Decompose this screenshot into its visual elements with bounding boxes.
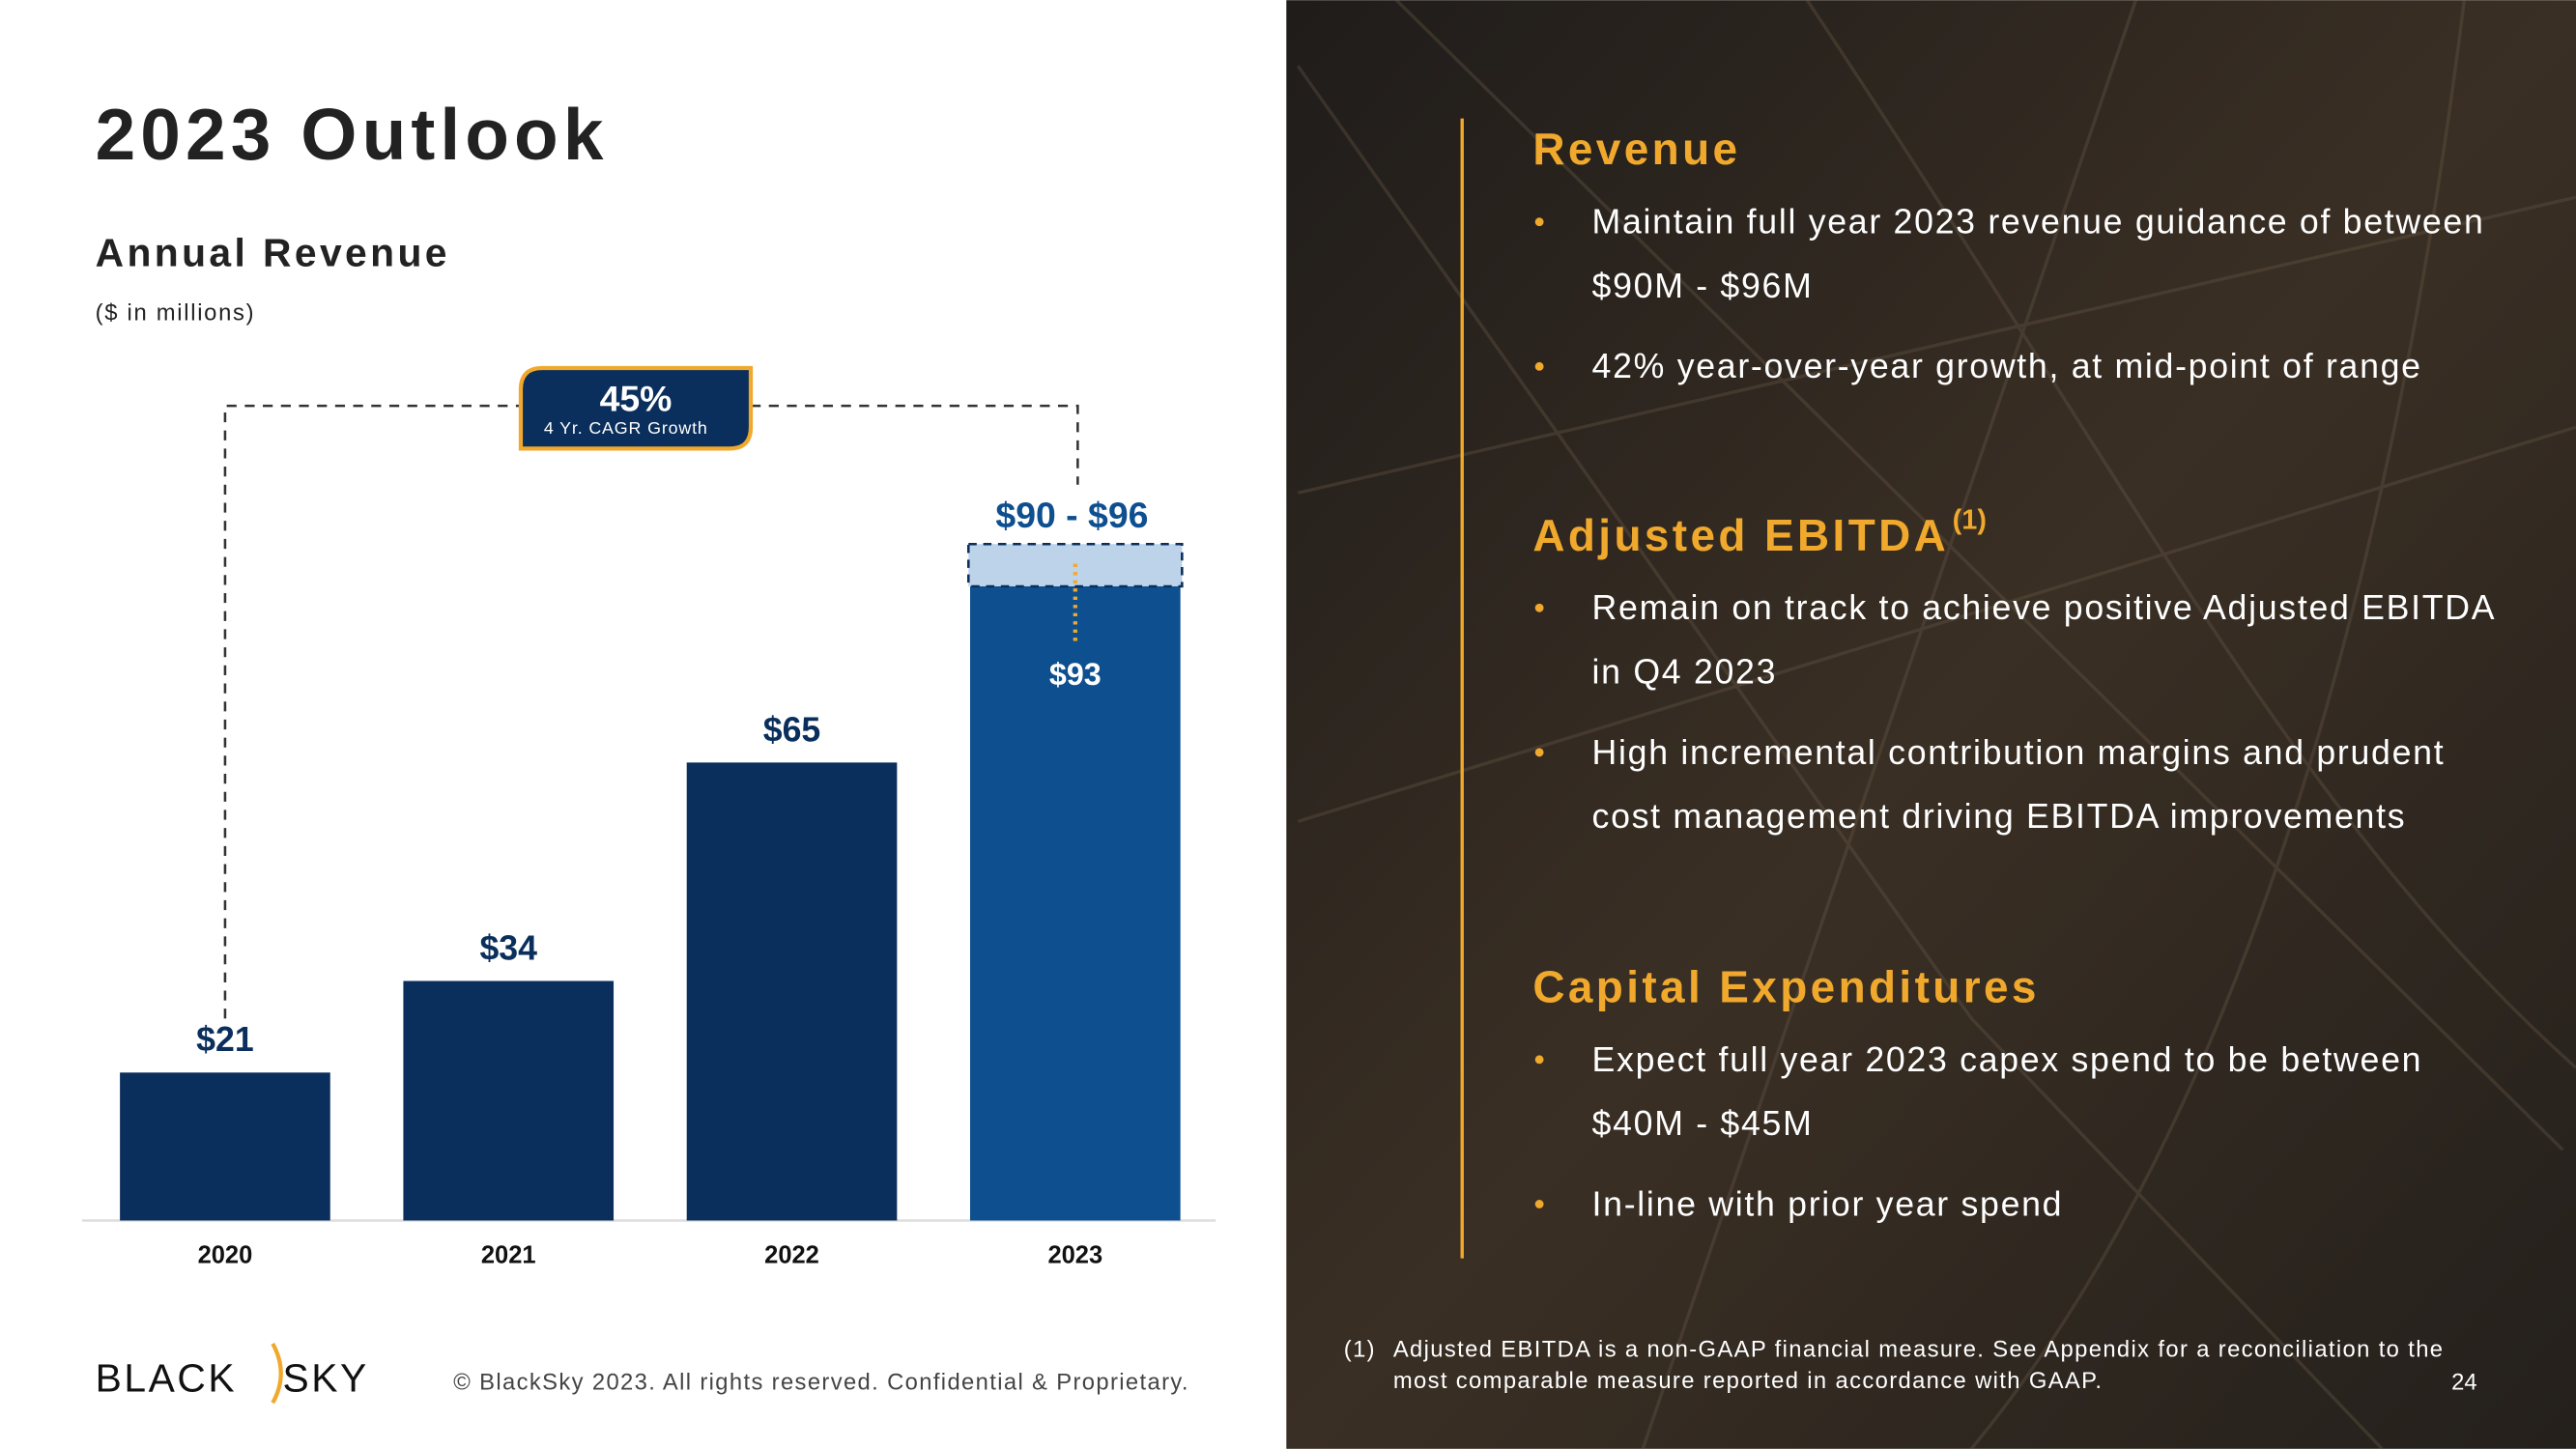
bullet-text: Remain on track to achieve positive Adju…	[1592, 588, 2497, 627]
bullet-dot	[1534, 748, 1544, 757]
chart-title: Annual Revenue	[96, 231, 450, 275]
section-heading: Capital Expenditures	[1532, 961, 2039, 1011]
footnote-text: most comparable measure reported in acco…	[1393, 1368, 2103, 1394]
value-label: $34	[479, 928, 537, 967]
bullet-dot	[1534, 1055, 1544, 1065]
bullet-text: Expect full year 2023 capex spend to be …	[1592, 1040, 2423, 1079]
x-tick-label: 2023	[1047, 1242, 1102, 1269]
page-number: 24	[2451, 1370, 2476, 1396]
cagr-text: 4 Yr. CAGR Growth	[544, 418, 708, 438]
bar	[686, 762, 898, 1221]
logo-left: BLACK	[96, 1355, 238, 1400]
section-superscript: (1)	[1953, 505, 1987, 536]
copyright: © BlackSky 2023. All rights reserved. Co…	[453, 1370, 1189, 1396]
footnote-marker: (1)	[1344, 1337, 1376, 1363]
bullet-text: High incremental contribution margins an…	[1592, 733, 2446, 772]
bullet-dot	[1534, 603, 1544, 612]
bullet-text: 42% year-over-year growth, at mid-point …	[1592, 347, 2422, 385]
bar	[970, 565, 1181, 1221]
footnote-text: Adjusted EBITDA is a non-GAAP financial …	[1393, 1337, 2445, 1363]
bullet-text: in Q4 2023	[1592, 652, 1778, 691]
chart-subtitle: ($ in millions)	[96, 300, 256, 327]
rail-lines	[1296, 0, 2576, 1449]
cagr-connector	[223, 404, 1079, 1019]
value-label: $93	[1049, 657, 1102, 692]
x-tick-label: 2020	[198, 1242, 253, 1269]
x-tick-label: 2022	[764, 1242, 819, 1269]
section-heading: Revenue	[1532, 124, 1740, 174]
bullet-text: $90M - $96M	[1592, 267, 1814, 305]
photo-panel	[1286, 0, 2576, 1449]
section-heading: Adjusted EBITDA	[1532, 510, 1949, 560]
range-label: $90 - $96	[995, 495, 1148, 535]
bar	[403, 980, 615, 1221]
bullet-text: cost management driving EBITDA improveme…	[1592, 797, 2407, 836]
bullet-dot	[1534, 1200, 1544, 1208]
cagr-value: 45%	[600, 378, 673, 418]
bullet-dot	[1534, 361, 1544, 371]
cagr-box	[518, 365, 754, 451]
value-label: $21	[196, 1020, 254, 1059]
value-label: $65	[763, 710, 821, 749]
x-tick-label: 2021	[481, 1242, 536, 1269]
bullet-text: Maintain full year 2023 revenue guidance…	[1592, 203, 2485, 242]
logo-right: SKY	[282, 1355, 368, 1400]
logo-mark	[271, 1342, 283, 1405]
slide-title: 2023 Outlook	[96, 94, 609, 175]
bullet-dot	[1534, 217, 1544, 227]
bar	[120, 1072, 330, 1221]
bullet-text: In-line with prior year spend	[1592, 1184, 2064, 1223]
bullet-text: $40M - $45M	[1592, 1104, 1814, 1143]
